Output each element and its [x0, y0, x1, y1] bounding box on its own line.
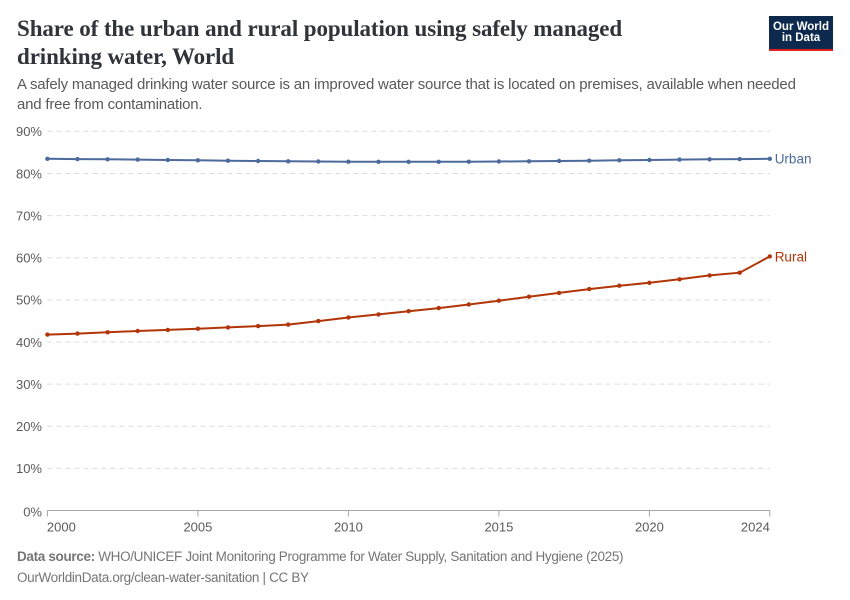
svg-text:2000: 2000: [47, 519, 76, 534]
svg-text:60%: 60%: [16, 251, 42, 266]
svg-text:2010: 2010: [334, 519, 363, 534]
svg-text:2005: 2005: [183, 519, 212, 534]
svg-text:30%: 30%: [16, 377, 42, 392]
svg-text:2020: 2020: [635, 519, 664, 534]
svg-text:70%: 70%: [16, 208, 42, 223]
svg-text:0%: 0%: [23, 505, 42, 520]
svg-text:20%: 20%: [16, 419, 42, 434]
svg-text:Urban: Urban: [775, 152, 812, 167]
svg-text:2024: 2024: [741, 519, 770, 534]
svg-text:10%: 10%: [16, 461, 42, 476]
svg-text:Rural: Rural: [775, 250, 807, 265]
svg-text:50%: 50%: [16, 293, 42, 308]
svg-text:2015: 2015: [484, 519, 513, 534]
svg-text:40%: 40%: [16, 335, 42, 350]
svg-text:90%: 90%: [16, 124, 42, 139]
svg-text:80%: 80%: [16, 166, 42, 181]
